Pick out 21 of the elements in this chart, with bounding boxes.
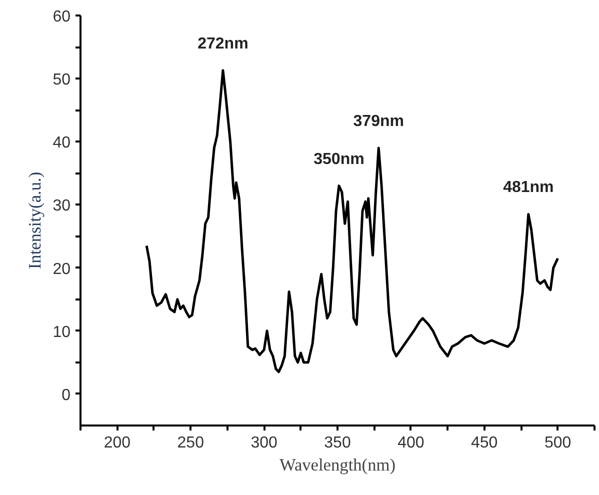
x-tick-label: 350 (324, 434, 351, 452)
x-tick-label: 200 (104, 434, 131, 452)
y-tick-label: 50 (52, 72, 71, 89)
annotation: 379nm (353, 112, 404, 130)
annotation: 481nm (503, 179, 554, 196)
y-tick-label: 60 (52, 8, 71, 26)
x-tick-label: 500 (544, 434, 572, 452)
annotation: 350nm (314, 150, 364, 168)
annotation: 272nm (198, 35, 248, 52)
x-tick-label: 300 (250, 434, 278, 452)
x-tick-label: 250 (177, 434, 204, 452)
y-axis-title: Intensity(a.u.) (26, 172, 45, 270)
y-tick-label: 20 (52, 260, 71, 278)
x-axis-title: Wavelength(nm) (279, 456, 396, 474)
y-tick-label: 10 (52, 324, 71, 341)
y-tick-label: 30 (52, 198, 71, 215)
y-tick-label: 40 (52, 134, 71, 152)
x-tick-label: 400 (398, 434, 424, 452)
y-tick-label: 0 (62, 386, 71, 404)
line-series (145, 69, 560, 374)
x-tick-label: 450 (471, 434, 498, 452)
